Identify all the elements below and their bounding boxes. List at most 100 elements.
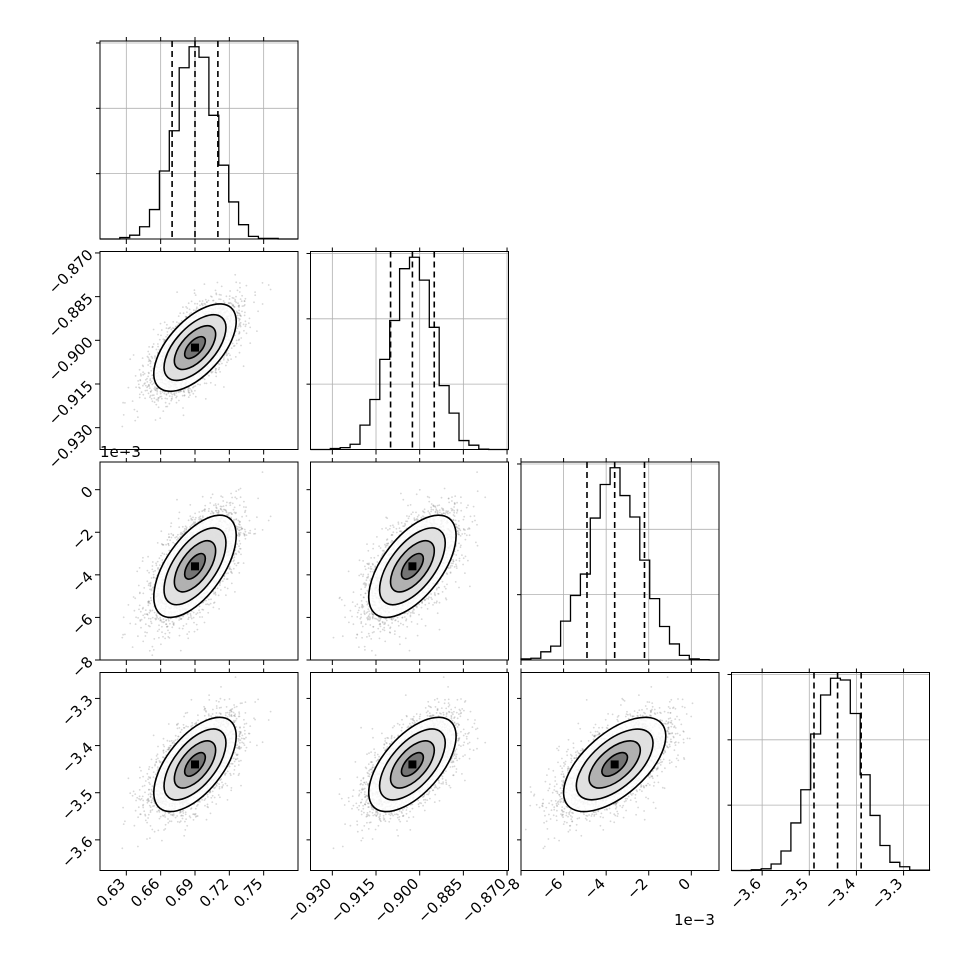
scatter-point xyxy=(139,591,141,594)
scatter-point xyxy=(195,307,198,310)
scatter-point xyxy=(204,398,207,400)
scatter-point xyxy=(154,357,157,359)
scatter-point xyxy=(236,289,239,292)
scatter-point xyxy=(168,637,171,639)
scatter-point xyxy=(245,332,248,335)
scatter-point xyxy=(150,380,153,383)
scatter-point xyxy=(254,294,257,297)
scatter-point xyxy=(183,528,186,530)
scatter-point xyxy=(257,310,259,313)
scatter-point xyxy=(227,301,230,304)
scatter-point xyxy=(231,296,234,299)
scatter-point xyxy=(165,327,168,329)
scatter-point xyxy=(177,322,180,325)
scatter-point xyxy=(150,389,153,392)
scatter-point xyxy=(179,312,182,315)
scatter-point xyxy=(243,500,245,503)
scatter-point xyxy=(242,365,245,368)
scatter-point xyxy=(142,640,145,643)
scatter-point xyxy=(164,397,167,400)
scatter-point xyxy=(205,599,207,602)
scatter-point xyxy=(144,389,147,392)
scatter-point xyxy=(182,306,184,308)
scatter-point xyxy=(173,393,176,396)
scatter-point xyxy=(238,332,240,335)
scatter-point xyxy=(152,343,155,345)
scatter-point xyxy=(238,331,241,333)
scatter-point xyxy=(217,368,220,371)
scatter-point xyxy=(248,519,251,522)
scatter-point xyxy=(165,405,167,408)
scatter-point xyxy=(228,295,231,297)
scatter-point xyxy=(142,384,144,387)
scatter-point xyxy=(215,504,218,507)
scatter-point xyxy=(156,393,159,395)
scatter-point xyxy=(136,410,139,413)
scatter-point xyxy=(138,386,140,389)
scatter-point xyxy=(214,384,217,386)
scatter-point xyxy=(168,402,171,405)
scatter-point xyxy=(215,367,218,370)
scatter-point xyxy=(244,297,247,300)
scatter-point xyxy=(181,525,184,528)
scatter-point xyxy=(147,364,150,366)
scatter-point xyxy=(147,555,150,558)
scatter-point xyxy=(241,294,244,297)
scatter-point xyxy=(235,339,238,342)
scatter-point xyxy=(157,345,160,348)
scatter-point xyxy=(144,382,146,385)
scatter-point xyxy=(223,357,225,359)
scatter-point xyxy=(238,309,241,312)
scatter-point xyxy=(235,497,238,500)
scatter-point xyxy=(159,390,162,393)
scatter-point xyxy=(216,281,219,284)
scatter-point xyxy=(167,392,170,394)
scatter-point xyxy=(231,304,234,306)
scatter-point xyxy=(152,649,155,651)
scatter-point xyxy=(204,303,207,305)
scatter-point xyxy=(177,517,180,520)
scatter-point xyxy=(182,414,185,417)
scatter-point xyxy=(240,344,242,347)
scatter-point xyxy=(234,496,237,499)
scatter-point xyxy=(185,306,188,308)
scatter-point xyxy=(152,382,155,385)
scatter-point xyxy=(148,372,150,375)
scatter-point xyxy=(199,616,201,618)
scatter-point xyxy=(190,312,193,314)
scatter-point xyxy=(198,609,201,612)
y-tick-label: −0.885 xyxy=(45,290,97,342)
scatter-point xyxy=(244,530,247,533)
scatter-point xyxy=(238,545,240,548)
scatter-point xyxy=(170,328,173,331)
scatter-point xyxy=(163,553,166,556)
scatter-point xyxy=(222,500,225,502)
scatter-point xyxy=(159,616,162,619)
scatter-point xyxy=(151,394,154,397)
scatter-point xyxy=(170,392,172,394)
scatter-point xyxy=(194,294,197,296)
scatter-point xyxy=(142,365,145,368)
scatter-point xyxy=(238,318,241,320)
scatter-point xyxy=(148,358,151,361)
scatter-point xyxy=(151,383,154,386)
scatter-point xyxy=(221,362,223,365)
scatter-point xyxy=(244,311,246,314)
scatter-point xyxy=(140,391,143,394)
scatter-point xyxy=(168,395,171,397)
scatter-point xyxy=(122,401,124,404)
scatter-point xyxy=(227,514,230,516)
scatter-point xyxy=(158,636,160,639)
scatter-point xyxy=(243,300,246,303)
scatter-point xyxy=(156,389,159,391)
scatter-point xyxy=(214,371,217,374)
scatter-point xyxy=(144,609,147,611)
scatter-point xyxy=(237,488,240,491)
scatter-point xyxy=(162,410,165,412)
scatter-point xyxy=(150,620,152,623)
scatter-point xyxy=(142,373,145,376)
scatter-point xyxy=(134,623,137,625)
scatter-point xyxy=(155,398,158,401)
scatter-point xyxy=(156,560,159,563)
